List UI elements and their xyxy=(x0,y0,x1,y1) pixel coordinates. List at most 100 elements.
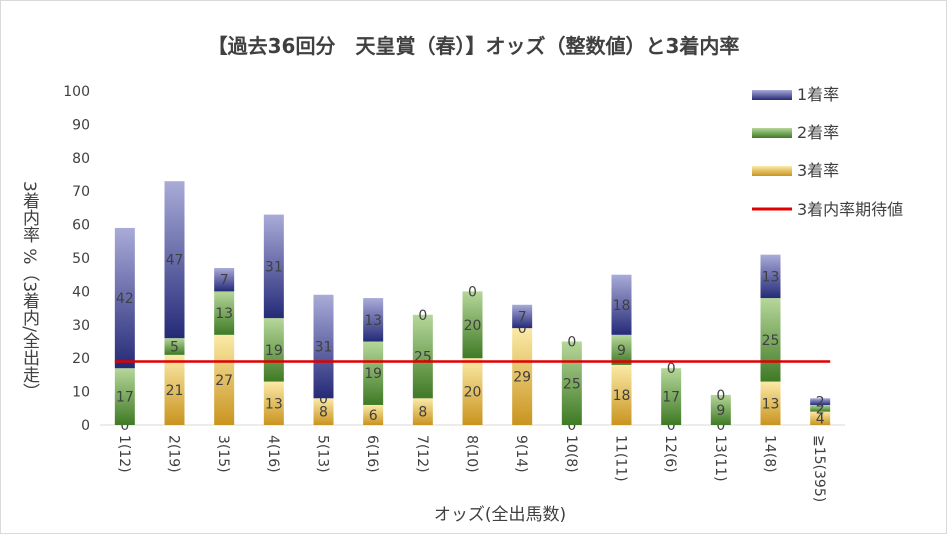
x-tick-label: 14(8) xyxy=(762,435,778,473)
bar-segment-3rd xyxy=(263,381,284,425)
x-tick-label: 5(13) xyxy=(315,435,331,473)
data-label: 19 xyxy=(265,343,283,359)
y-axis-title: 3着内率 %（3着内/全出走） xyxy=(19,180,39,400)
data-label: 21 xyxy=(166,383,184,399)
data-label: 27 xyxy=(215,373,233,389)
bar-segment-3rd xyxy=(363,404,384,425)
data-label: 0 xyxy=(667,418,676,434)
bar-segment-3rd xyxy=(164,354,185,425)
bar-segment-1st xyxy=(611,274,632,335)
data-label: 8 xyxy=(319,405,328,421)
data-label: 5 xyxy=(170,340,179,356)
x-tick-label: 1(12) xyxy=(116,435,132,473)
data-label: 13 xyxy=(762,396,780,412)
data-label: 2 xyxy=(816,395,825,411)
x-tick-label: ≧15(395) xyxy=(811,435,827,502)
data-label: 31 xyxy=(265,259,283,275)
bar-segment-1st xyxy=(263,214,284,319)
data-label: 18 xyxy=(613,298,631,314)
bar-segment-1st xyxy=(760,254,781,299)
data-label: 29 xyxy=(513,370,531,386)
x-tick-label: 13(11) xyxy=(712,435,728,482)
data-label: 25 xyxy=(762,333,780,349)
data-label: 9 xyxy=(617,343,626,359)
bar-segment-2nd xyxy=(263,318,284,382)
legend-swatch xyxy=(752,128,792,138)
bar-segment-3rd xyxy=(810,411,831,425)
x-tick-label: 9(14) xyxy=(513,435,529,473)
legend-label: 3着内率期待値 xyxy=(797,200,903,219)
y-tick-label: 20 xyxy=(72,351,90,367)
legend-swatch xyxy=(752,90,792,100)
data-label: 20 xyxy=(464,385,482,401)
data-label: 0 xyxy=(716,388,725,404)
data-label: 25 xyxy=(414,350,432,366)
data-label: 9 xyxy=(716,403,725,419)
bars: 0174221547271371319318031619138250202002… xyxy=(114,181,831,434)
x-axis-ticks: 1(12) 2(19) 3(15) 4(16) 5(13) 6(16) 7(12) 8(10)… xyxy=(116,435,827,502)
bar-segment-2nd xyxy=(462,291,483,359)
data-label: 47 xyxy=(166,253,184,269)
bar-segment-3rd xyxy=(313,398,334,425)
bar-segment-3rd xyxy=(214,334,235,425)
bar-segment-3rd xyxy=(512,328,533,425)
data-label: 6 xyxy=(369,408,378,424)
data-label: 0 xyxy=(716,418,725,434)
legend: 1着率 2着率 3着率 3着内率期待値 xyxy=(752,85,903,219)
y-tick-label: 10 xyxy=(72,385,90,401)
x-tick-label: 12(6) xyxy=(662,435,678,473)
data-label: 0 xyxy=(120,418,129,434)
data-label: 17 xyxy=(116,390,134,406)
y-tick-label: 100 xyxy=(63,84,90,100)
x-tick-label: 10(8) xyxy=(563,435,579,473)
data-label: 0 xyxy=(567,335,576,351)
bar-segment-2nd xyxy=(661,368,682,425)
data-label: 0 xyxy=(567,418,576,434)
data-label: 13 xyxy=(762,269,780,285)
data-label: 7 xyxy=(220,273,229,289)
bar-segment-3rd xyxy=(462,358,483,425)
legend-swatch xyxy=(752,166,792,176)
legend-label: 1着率 xyxy=(797,85,839,104)
bar-segment-1st xyxy=(313,294,334,399)
data-label: 20 xyxy=(464,318,482,334)
bar-segment-1st xyxy=(810,398,831,405)
bar-segment-3rd xyxy=(412,398,433,425)
bar-segment-1st xyxy=(114,227,135,369)
y-tick-label: 50 xyxy=(72,251,90,267)
chart-title: 【過去36回分 天皇賞（春）】オッズ（整数値）と3着内率 xyxy=(207,34,740,58)
data-label: 31 xyxy=(315,340,333,356)
x-tick-label: 8(10) xyxy=(464,435,480,473)
bar-segment-3rd xyxy=(611,364,632,425)
data-label: 25 xyxy=(563,376,581,392)
bar-segment-1st xyxy=(512,304,533,329)
y-tick-label: 30 xyxy=(72,318,90,334)
data-label: 8 xyxy=(418,405,427,421)
data-label: 0 xyxy=(319,391,328,407)
data-label: 13 xyxy=(215,306,233,322)
bar-segment-2nd xyxy=(611,334,632,365)
bar-segment-3rd xyxy=(760,381,781,425)
y-tick-label: 70 xyxy=(72,184,90,200)
y-tick-label: 90 xyxy=(72,117,90,133)
y-tick-label: 0 xyxy=(81,418,90,434)
bar-segment-1st xyxy=(164,181,185,339)
x-tick-label: 11(11) xyxy=(613,435,629,482)
x-tick-label: 2(19) xyxy=(166,435,182,473)
x-tick-label: 6(16) xyxy=(364,435,380,473)
bar-segment-2nd xyxy=(412,314,433,399)
legend-label: 3着率 xyxy=(797,161,839,180)
data-label: 0 xyxy=(518,321,527,337)
y-tick-label: 40 xyxy=(72,284,90,300)
data-label: 19 xyxy=(364,366,382,382)
legend-label: 2着率 xyxy=(797,123,839,142)
x-tick-label: 3(15) xyxy=(215,435,231,473)
data-label: 13 xyxy=(364,313,382,329)
data-label: 42 xyxy=(116,291,134,307)
data-label: 4 xyxy=(816,411,825,427)
data-label: 0 xyxy=(468,284,477,300)
x-tick-label: 4(16) xyxy=(265,435,281,473)
